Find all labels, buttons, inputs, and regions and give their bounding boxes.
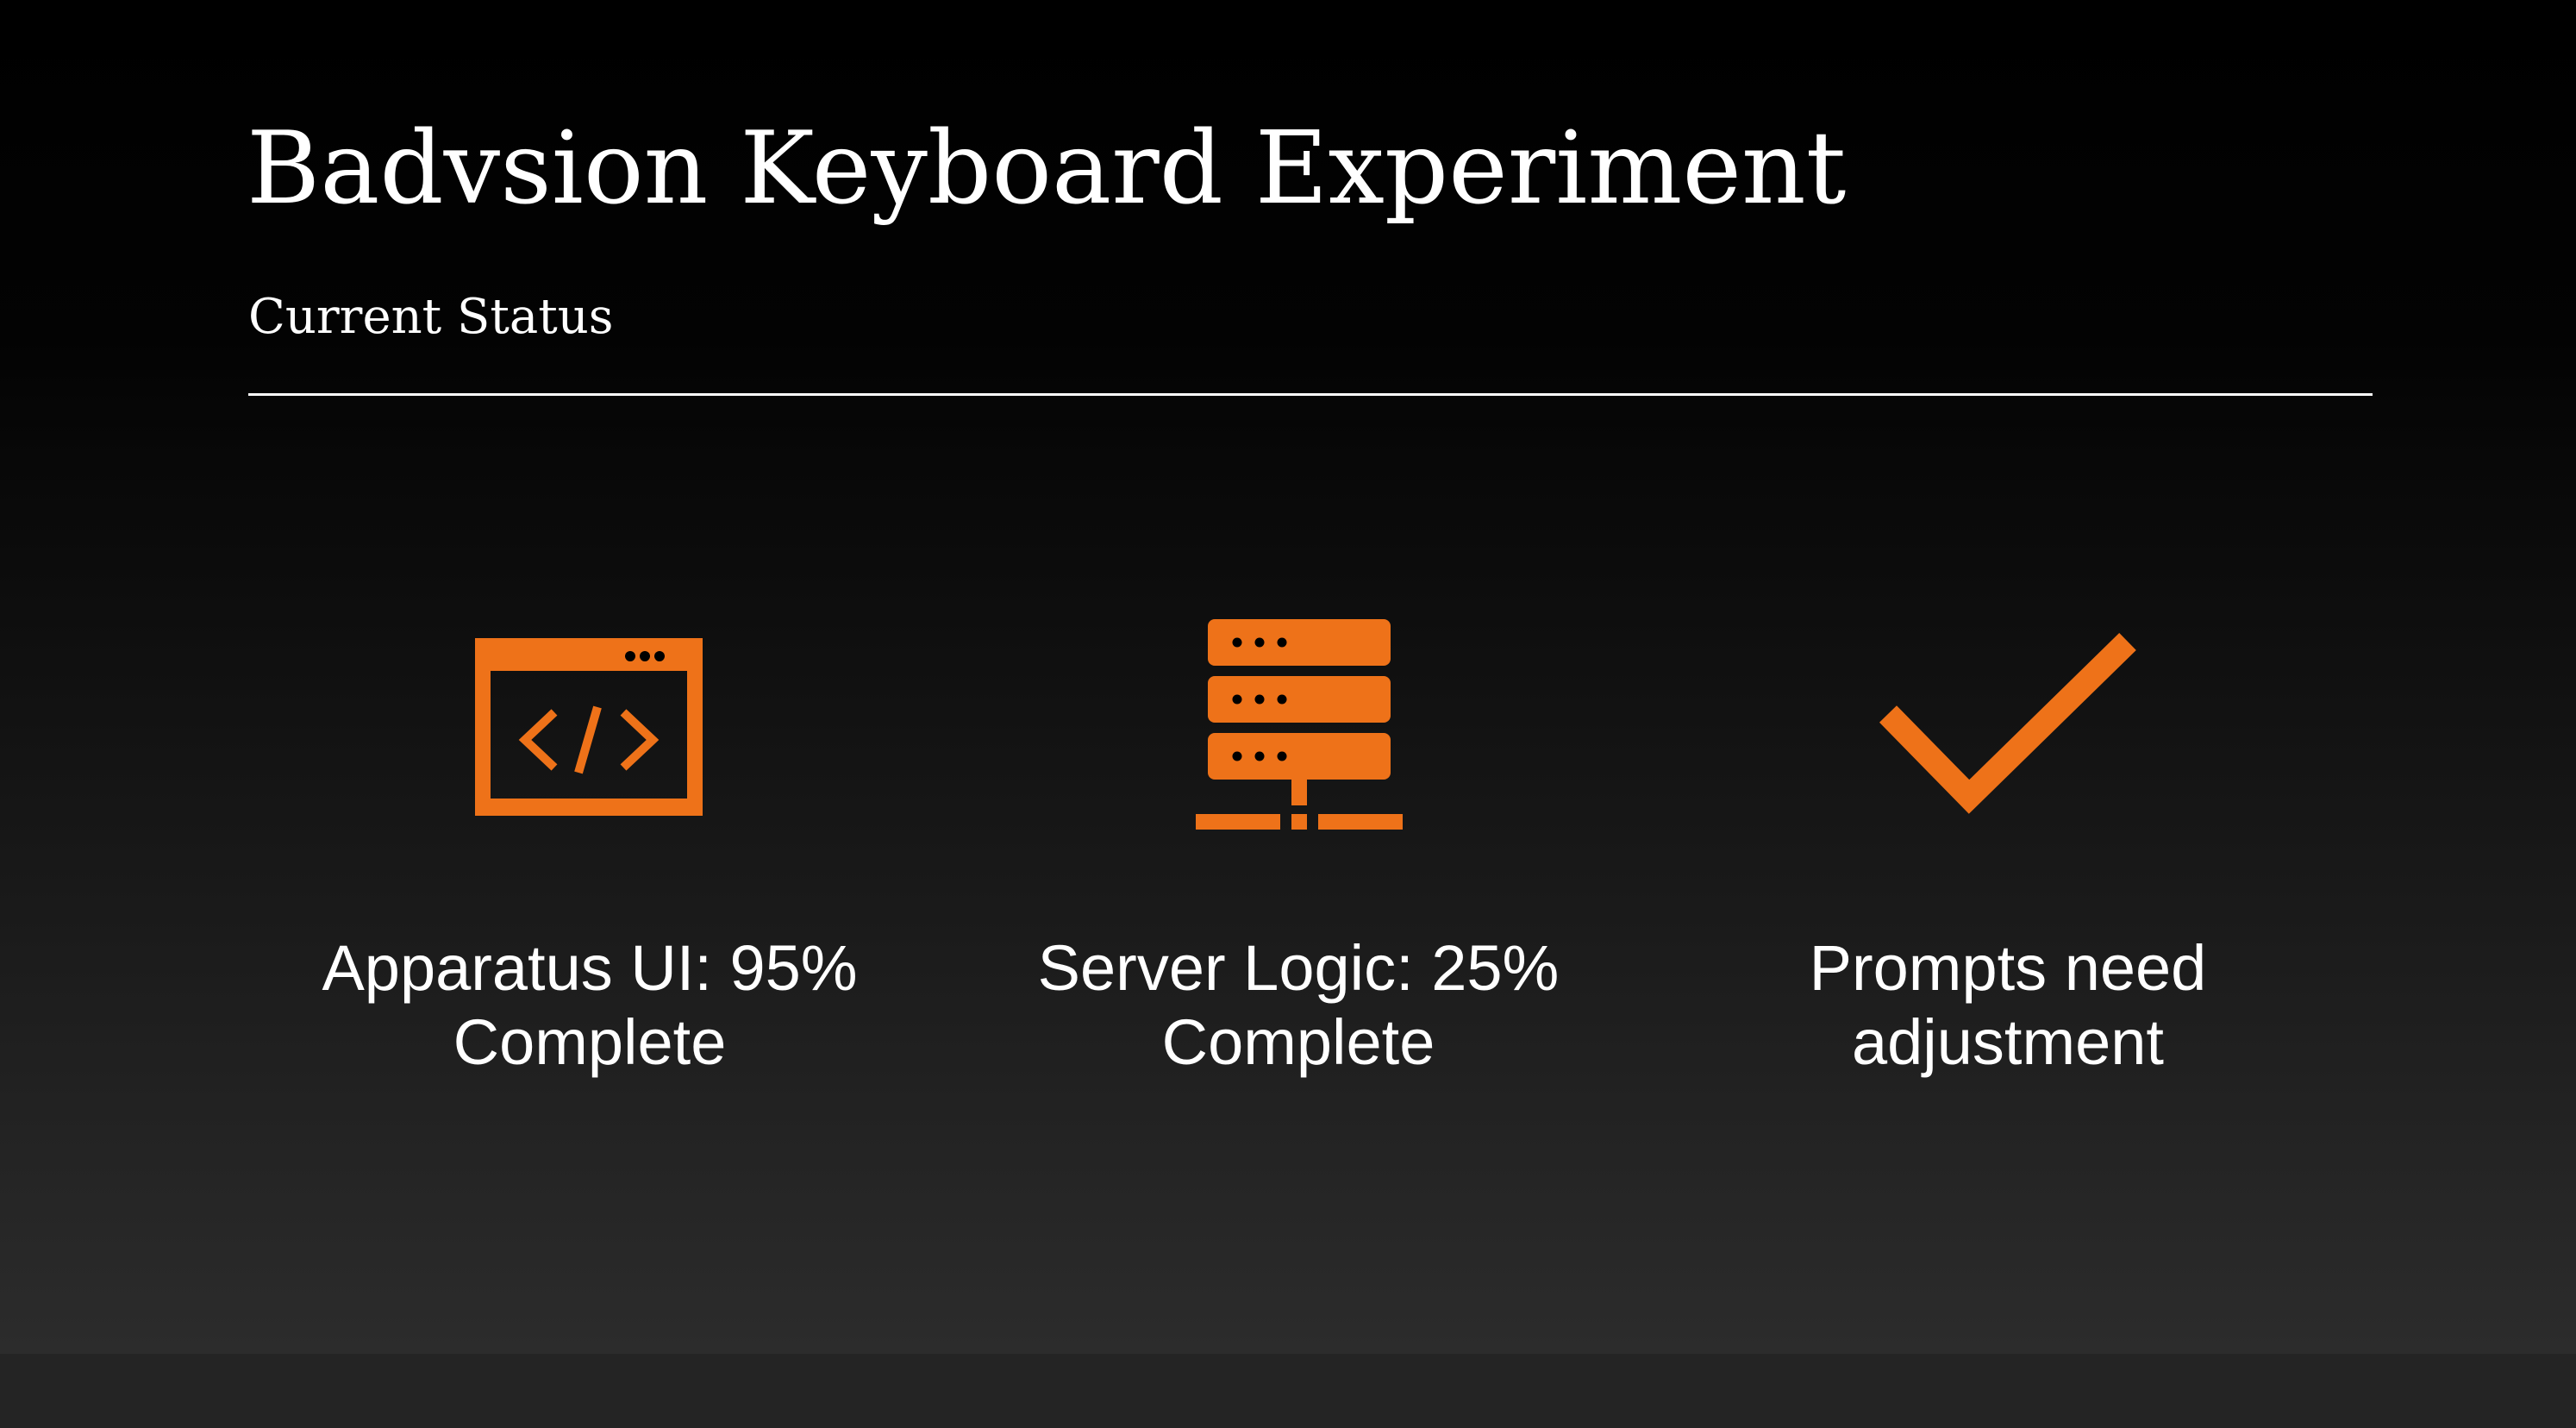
status-server-logic-line2: Complete — [1161, 1006, 1435, 1078]
status-apparatus-ui-line2: Complete — [453, 1006, 727, 1078]
status-apparatus-ui-line1: Apparatus UI: 95% — [322, 932, 858, 1004]
status-prompts-line2: adjustment — [1852, 1006, 2164, 1078]
checkmark-icon — [1879, 633, 2136, 814]
code-window-icon — [475, 638, 703, 816]
status-apparatus-ui: Apparatus UI: 95% Complete — [279, 931, 900, 1080]
slide-subtitle: Current Status — [248, 289, 614, 345]
server-icon — [1196, 619, 1403, 830]
title-divider — [248, 393, 2373, 396]
slide-title: Badvsion Keyboard Experiment — [247, 110, 1847, 227]
status-prompts: Prompts need adjustment — [1698, 931, 2318, 1080]
status-prompts-line1: Prompts need — [1809, 932, 2207, 1004]
status-server-logic-line1: Server Logic: 25% — [1037, 932, 1560, 1004]
bottom-band — [0, 1354, 2576, 1428]
status-server-logic: Server Logic: 25% Complete — [988, 931, 1609, 1080]
slide: Badvsion Keyboard Experiment Current Sta… — [0, 0, 2576, 1354]
